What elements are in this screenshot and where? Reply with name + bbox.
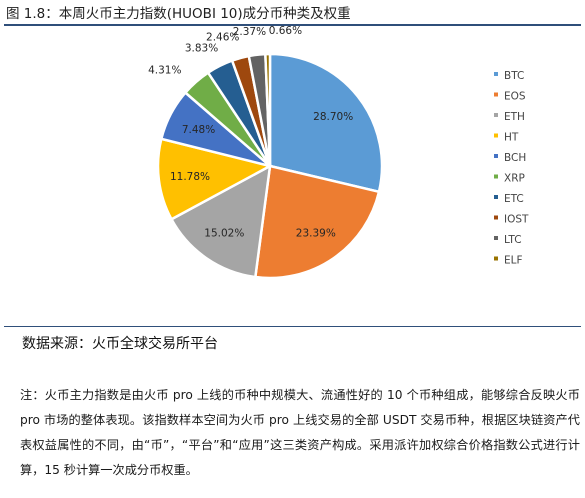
data-label-bch: 7.48%	[182, 124, 215, 136]
data-label-eos: 23.39%	[296, 227, 336, 239]
data-label-xrp: 4.31%	[148, 64, 181, 76]
legend-swatch-ht	[494, 133, 498, 138]
source-divider	[4, 326, 581, 327]
pie-chart: 28.70%23.39%15.02%11.78%7.48%4.31%3.83%2…	[148, 26, 529, 280]
legend-label-xrp: XRP	[504, 173, 525, 185]
legend-swatch-xrp	[494, 174, 498, 179]
legend-label-ht: HT	[504, 132, 519, 144]
legend-swatch-etc	[494, 195, 498, 199]
chart-legend: BTC EOS ETH HT BCH XRP ETC IOST LTC ELF	[494, 70, 529, 267]
legend-swatch-eth	[494, 113, 498, 117]
legend-swatch-elf	[494, 256, 498, 261]
data-label-iost: 2.46%	[206, 32, 239, 44]
pie-slice-btc	[268, 52, 384, 194]
data-label-ht: 11.78%	[170, 171, 210, 183]
legend-label-iost: IOST	[504, 214, 529, 226]
legend-label-bch: BCH	[504, 152, 526, 164]
data-source: 数据来源：火币全球交易所平台	[22, 336, 218, 352]
legend-label-eos: EOS	[504, 91, 526, 103]
pie-slice-elf	[264, 52, 272, 167]
pie-slice-eth	[169, 163, 272, 279]
footnote: 注：火币主力指数是由火币 pro 上线的币种中规模大、流通性好的 10 个币种组…	[20, 388, 580, 477]
pie-labels: 28.70%23.39%15.02%11.78%7.48%4.31%3.83%2…	[148, 26, 353, 239]
legend-label-btc: BTC	[504, 70, 524, 82]
legend-label-ltc: LTC	[504, 234, 522, 246]
legend-swatch-eos	[494, 92, 498, 97]
legend-swatch-iost	[494, 215, 498, 220]
pie-slices	[156, 52, 384, 280]
legend-label-elf: ELF	[504, 255, 523, 267]
legend-swatch-btc	[494, 72, 498, 76]
legend-swatch-bch	[494, 154, 498, 158]
data-label-eth: 15.02%	[204, 227, 244, 239]
legend-label-eth: ETH	[504, 111, 525, 123]
data-label-etc: 3.83%	[185, 42, 218, 54]
pie-slice-ht	[156, 137, 274, 221]
data-label-elf: 0.66%	[269, 26, 302, 37]
title-divider	[4, 24, 581, 26]
data-label-ltc: 2.37%	[233, 26, 266, 38]
legend-label-etc: ETC	[504, 193, 524, 205]
figure-title: 图 1.8：本周火币主力指数(HUOBI 10)成分币种类及权重	[6, 6, 351, 22]
data-label-btc: 28.70%	[313, 111, 353, 123]
legend-swatch-ltc	[494, 236, 498, 240]
pie-slice-eos	[253, 164, 381, 280]
